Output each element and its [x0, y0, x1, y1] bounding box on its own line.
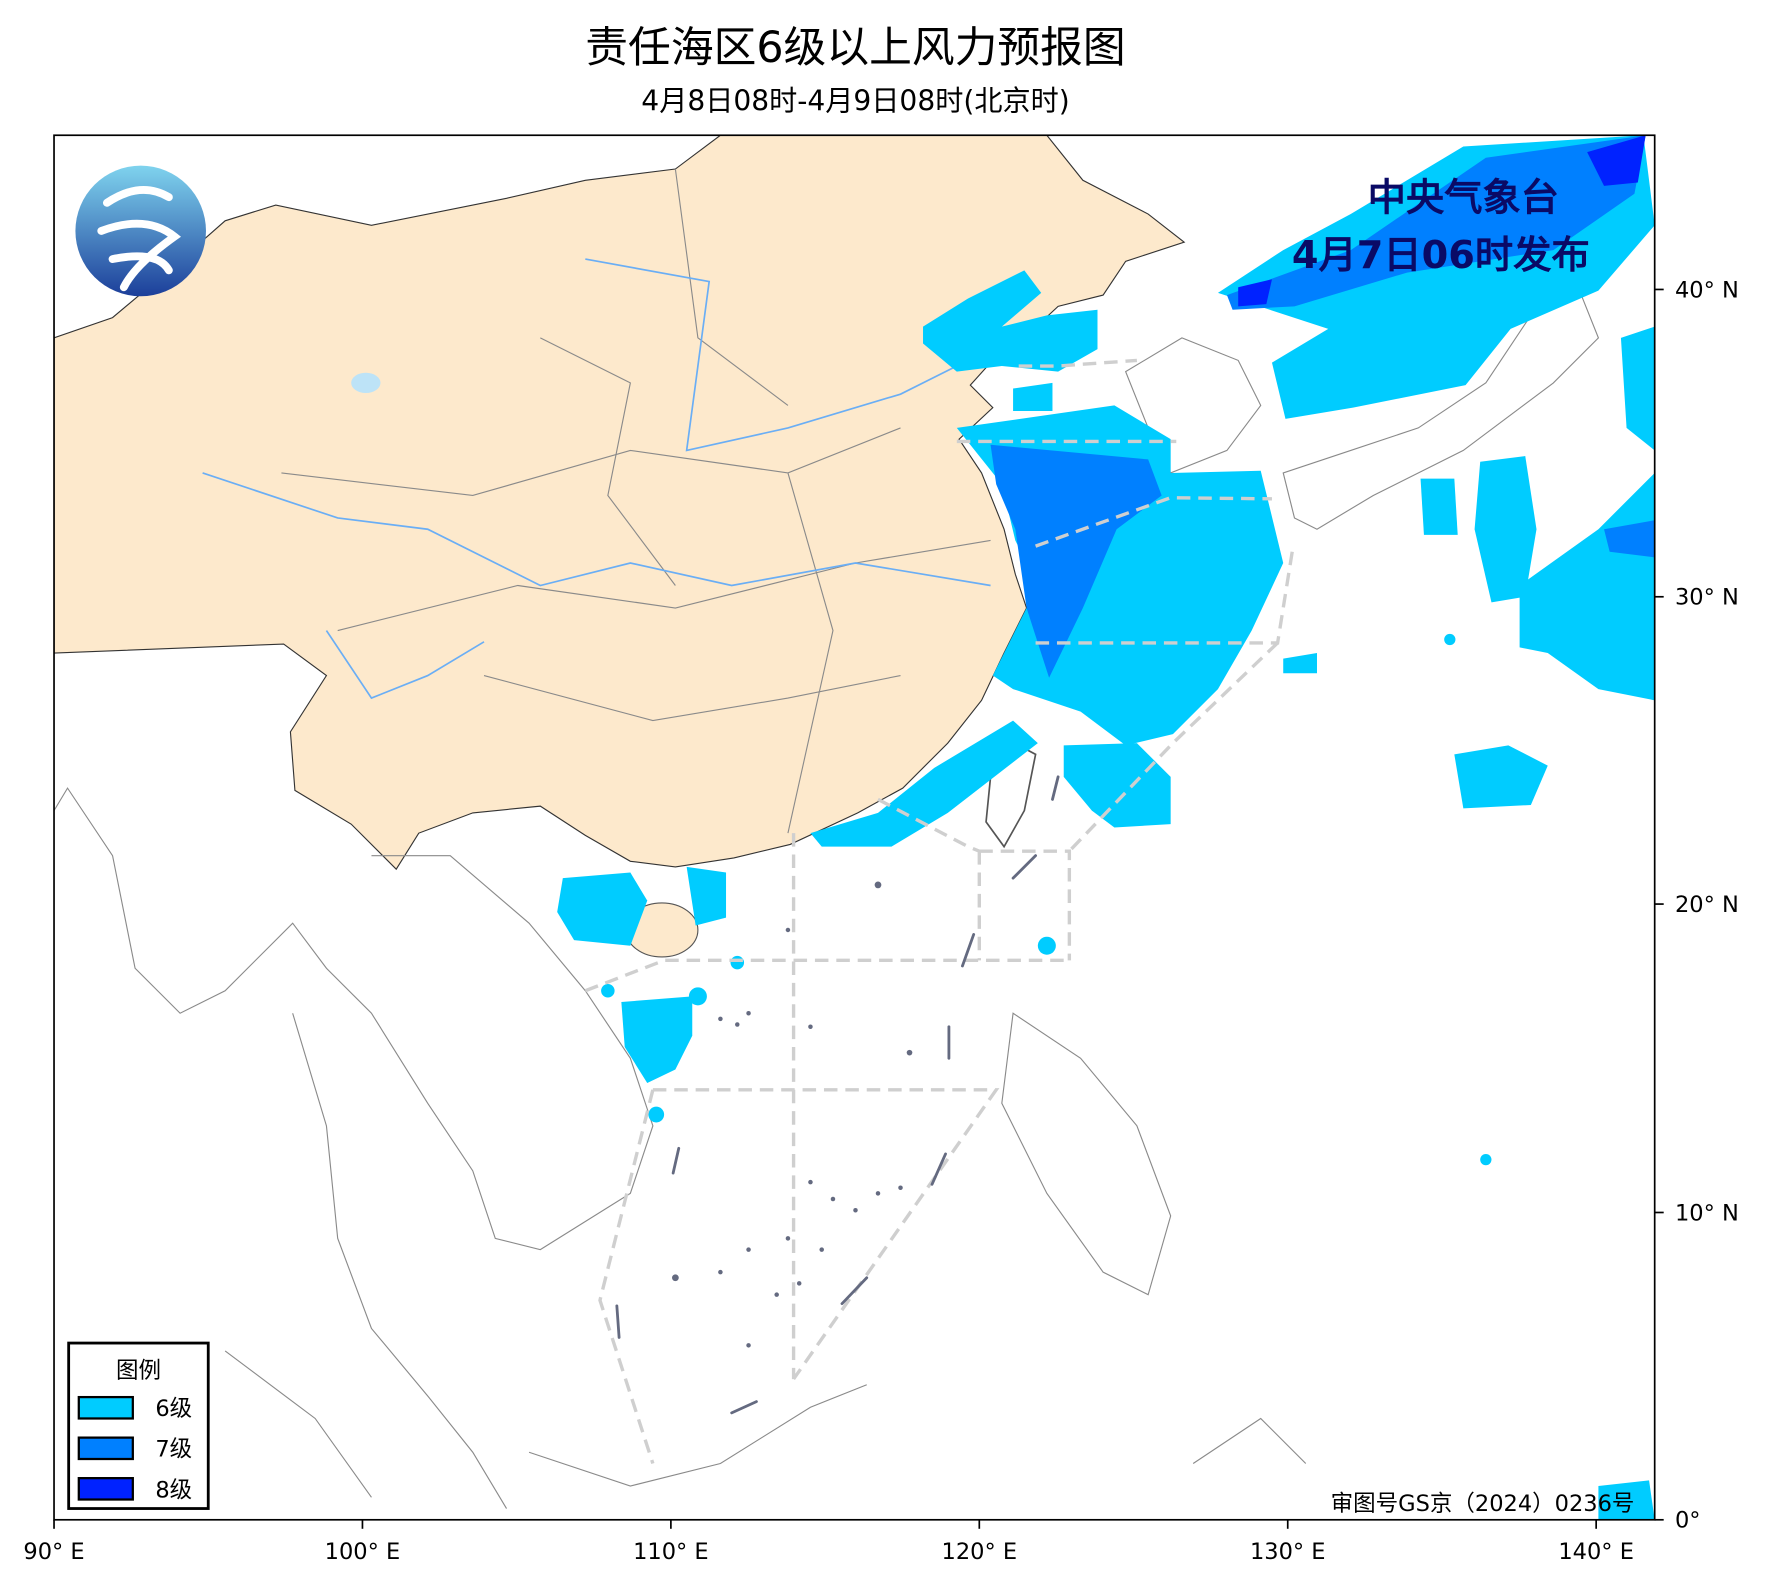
legend-label-8: 8级 — [155, 1477, 192, 1503]
lat-tick-10: 10° N — [1675, 1200, 1739, 1226]
lon-tick-90: 90° E — [23, 1539, 84, 1565]
lat-tick-30: 30° N — [1675, 585, 1739, 611]
wind-level-7-areas — [990, 135, 1655, 678]
responsibility-sea-area-boundaries — [584, 358, 1294, 1465]
legend-swatch-7 — [77, 1436, 134, 1461]
lon-tick-120: 120° E — [942, 1539, 1018, 1565]
lon-tick-130: 130° E — [1250, 1539, 1326, 1565]
south-china-sea-islands — [615, 775, 1060, 1415]
latitude-axis — [1654, 288, 1664, 1521]
legend-label-6: 6级 — [155, 1396, 192, 1422]
cma-logo — [75, 165, 206, 297]
lat-tick-20: 20° N — [1675, 892, 1739, 918]
approval-number: 审图号GS京（2024）0236号 — [1331, 1491, 1635, 1517]
lon-tick-100: 100° E — [325, 1539, 401, 1565]
legend: 图例 6级 7级 8级 — [67, 1341, 210, 1510]
publish-time: 4月7日06时发布 — [1292, 233, 1590, 278]
lat-tick-0: 0° — [1675, 1508, 1701, 1534]
lat-tick-40: 40° N — [1675, 277, 1739, 303]
china-land — [54, 135, 1186, 871]
map-frame — [53, 134, 1656, 1521]
wind-level-8-areas — [1238, 135, 1646, 307]
map-title: 责任海区6级以上风力预报图 — [585, 23, 1125, 73]
legend-swatch-8 — [77, 1477, 134, 1501]
map-subtitle: 4月8日08时-4月9日08时(北京时) — [641, 84, 1069, 117]
legend-label-7: 7级 — [155, 1437, 192, 1463]
legend-title: 图例 — [116, 1358, 161, 1384]
lon-tick-110: 110° E — [633, 1539, 709, 1565]
longitude-axis — [53, 1519, 1597, 1529]
lon-tick-140: 140° E — [1558, 1539, 1634, 1565]
publisher-name: 中央气象台 — [1368, 176, 1559, 221]
legend-swatch-6 — [77, 1395, 134, 1420]
